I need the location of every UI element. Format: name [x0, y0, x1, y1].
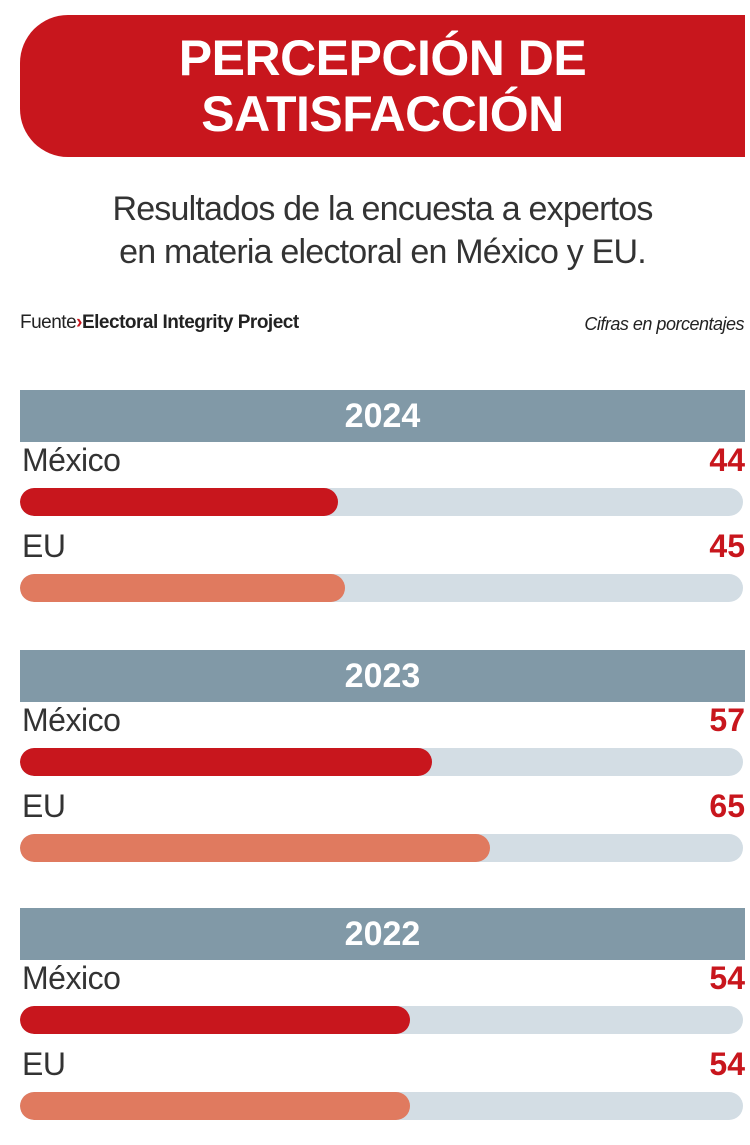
year-section-2023: 2023 México 57 EU 65 [20, 650, 745, 874]
bar-eu-2022 [20, 1092, 411, 1120]
year-header: 2022 [20, 908, 745, 960]
title-line-2: SATISFACCIÓN [201, 86, 564, 142]
bar-row: México 57 [20, 702, 745, 788]
subtitle: Resultados de la encuesta a expertos en … [0, 188, 750, 274]
data-label: 54 [709, 1046, 745, 1082]
subtitle-line-1: Resultados de la encuesta a expertos [112, 190, 653, 228]
bar-eu-2023 [20, 834, 490, 862]
bar-row: México 44 [20, 442, 745, 528]
bar-track [20, 748, 743, 776]
source-credit: Fuente›Electoral Integrity Project [20, 312, 299, 334]
bar-row: México 54 [20, 960, 745, 1046]
series-label: EU [22, 528, 66, 564]
bar-row: EU 45 [20, 528, 745, 614]
bar-track [20, 834, 743, 862]
bar-track [20, 1006, 743, 1034]
bar-row: EU 54 [20, 1046, 745, 1132]
year-header: 2024 [20, 390, 745, 442]
data-label: 54 [709, 960, 745, 996]
data-label: 57 [709, 702, 745, 738]
bar-eu-2024 [20, 574, 346, 602]
bar-row: EU 65 [20, 788, 745, 874]
series-label: México [22, 702, 121, 738]
bar-mexico-2022 [20, 1006, 411, 1034]
units-note: Cifras en porcentajes [584, 314, 744, 334]
title-line-1: PERCEPCIÓN DE [178, 30, 587, 86]
year-section-2022: 2022 México 54 EU 54 [20, 908, 745, 1132]
chevron-right-icon: › [76, 312, 82, 333]
series-label: México [22, 960, 121, 996]
source-name: Electoral Integrity Project [81, 312, 299, 333]
data-label: 44 [709, 442, 745, 478]
subtitle-line-2: en materia electoral en México y EU. [119, 233, 647, 271]
bar-mexico-2024 [20, 488, 339, 516]
bar-track [20, 1092, 743, 1120]
bar-mexico-2023 [20, 748, 433, 776]
bar-track [20, 488, 743, 516]
title-banner: PERCEPCIÓN DE SATISFACCIÓN [20, 15, 745, 157]
series-label: EU [22, 1046, 66, 1082]
series-label: EU [22, 788, 66, 824]
source-prefix: Fuente [20, 312, 77, 333]
series-label: México [22, 442, 121, 478]
data-label: 45 [709, 528, 745, 564]
year-section-2024: 2024 México 44 EU 45 [20, 390, 745, 614]
data-label: 65 [709, 788, 745, 824]
bar-track [20, 574, 743, 602]
year-header: 2023 [20, 650, 745, 702]
